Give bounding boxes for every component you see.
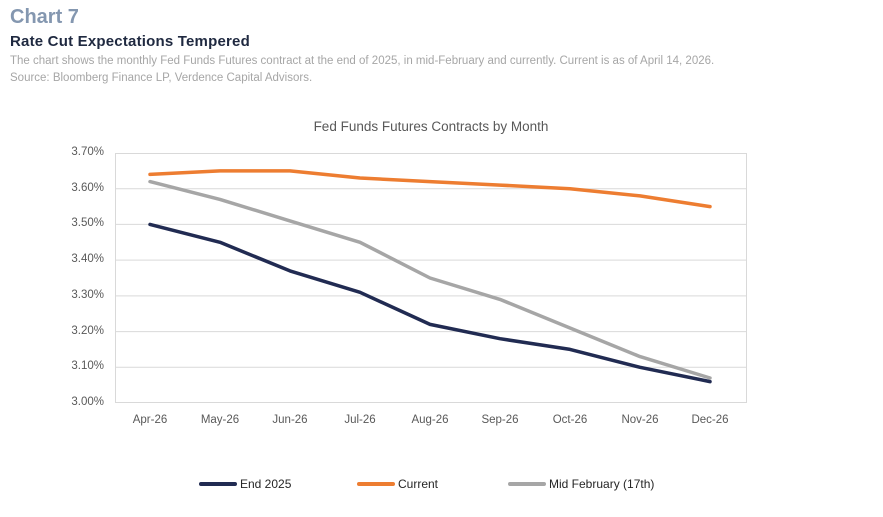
y-tick-label: 3.70% — [71, 146, 104, 158]
chart-description: The chart shows the monthly Fed Funds Fu… — [10, 55, 715, 67]
y-tick-label: 3.00% — [71, 396, 104, 408]
x-tick-label: Nov-26 — [621, 414, 659, 426]
legend-item: Current — [357, 477, 438, 491]
x-tick-label: Dec-26 — [691, 414, 729, 426]
x-tick-label: Jun-26 — [272, 414, 308, 426]
chart-source: Source: Bloomberg Finance LP, Verdence C… — [10, 72, 313, 84]
legend-item: Mid February (17th) — [508, 477, 654, 491]
y-tick-label: 3.20% — [71, 324, 104, 337]
series-line-end-2025 — [148, 222, 712, 384]
chart-number: Chart 7 — [10, 6, 79, 28]
y-tick-label: 3.50% — [71, 217, 104, 230]
x-tick-label: Aug-26 — [411, 414, 449, 426]
x-tick-label: May-26 — [200, 414, 240, 426]
series-line-current — [148, 169, 712, 209]
legend-label: Mid February (17th) — [549, 477, 655, 491]
y-tick-label: 3.60% — [71, 181, 104, 194]
plot-border — [115, 153, 747, 403]
y-tick-label: 3.30% — [71, 288, 104, 301]
series-line-mid-february-17th- — [148, 179, 712, 380]
plot-title: Fed Funds Futures Contracts by Month — [313, 119, 549, 134]
legend-swatch-icon — [357, 482, 395, 486]
legend-label: Current — [398, 477, 439, 491]
x-tick-label: Oct-26 — [552, 414, 588, 426]
legend-swatch-icon — [199, 482, 237, 486]
x-tick-label: Sep-26 — [481, 414, 519, 426]
x-tick-label: Apr-26 — [132, 414, 168, 426]
y-tick-label: 3.10% — [71, 360, 104, 373]
chart-heading: Rate Cut Expectations Tempered — [10, 33, 250, 50]
legend-label: End 2025 — [240, 477, 292, 491]
x-tick-label: Jul-26 — [344, 414, 376, 426]
line-chart-plot — [115, 153, 747, 403]
legend-swatch-icon — [508, 482, 546, 486]
legend-item: End 2025 — [199, 477, 291, 491]
y-tick-label: 3.40% — [71, 253, 104, 266]
